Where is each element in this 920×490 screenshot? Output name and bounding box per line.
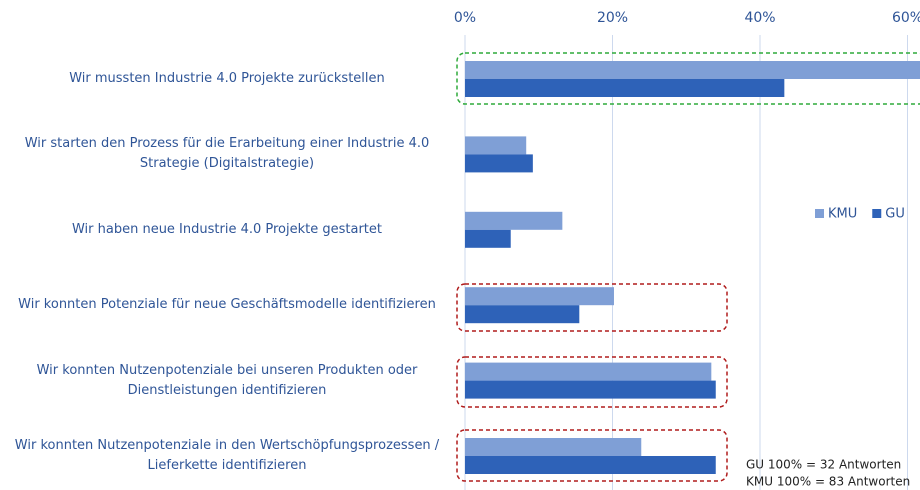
bar (465, 287, 614, 306)
bar (465, 305, 580, 324)
bar (465, 154, 533, 173)
bar (465, 456, 716, 474)
bar (465, 61, 920, 79)
category-label: Wir starten den Prozess für die Erarbeit… (24, 136, 430, 172)
bar (465, 438, 642, 456)
highlight-box (456, 356, 728, 408)
category-label: Wir konnten Nutzenpotenziale in den Wert… (14, 438, 440, 473)
highlight-box (456, 429, 728, 482)
legend-label: KMU (828, 207, 857, 222)
legend-swatch (872, 209, 882, 218)
bar (465, 380, 716, 399)
highlight-box (456, 283, 728, 332)
highlight-box (456, 52, 920, 105)
x-tick-label: 60% (892, 10, 920, 26)
annotation: GU 100% = 32 Antworten (746, 458, 901, 472)
legend-swatch (815, 209, 824, 218)
bar (465, 79, 785, 97)
legend-label: GU (885, 207, 905, 222)
x-tick-label: 40% (744, 10, 775, 26)
bar (465, 362, 712, 381)
x-tick-label: 20% (597, 10, 628, 26)
bar (465, 136, 527, 155)
category-label: Wir haben neue Industrie 4.0 Projekte ge… (71, 221, 383, 237)
category-label: Wir konnten Nutzenpotenziale bei unseren… (36, 362, 418, 398)
category-label: Wir mussten Industrie 4.0 Projekte zurüc… (69, 71, 385, 86)
bar (465, 211, 563, 230)
annotation: KMU 100% = 83 Antworten (746, 475, 910, 489)
bar (465, 229, 511, 248)
x-tick-label: 0% (454, 10, 476, 26)
category-label: Wir konnten Potenziale für neue Geschäft… (18, 297, 436, 313)
